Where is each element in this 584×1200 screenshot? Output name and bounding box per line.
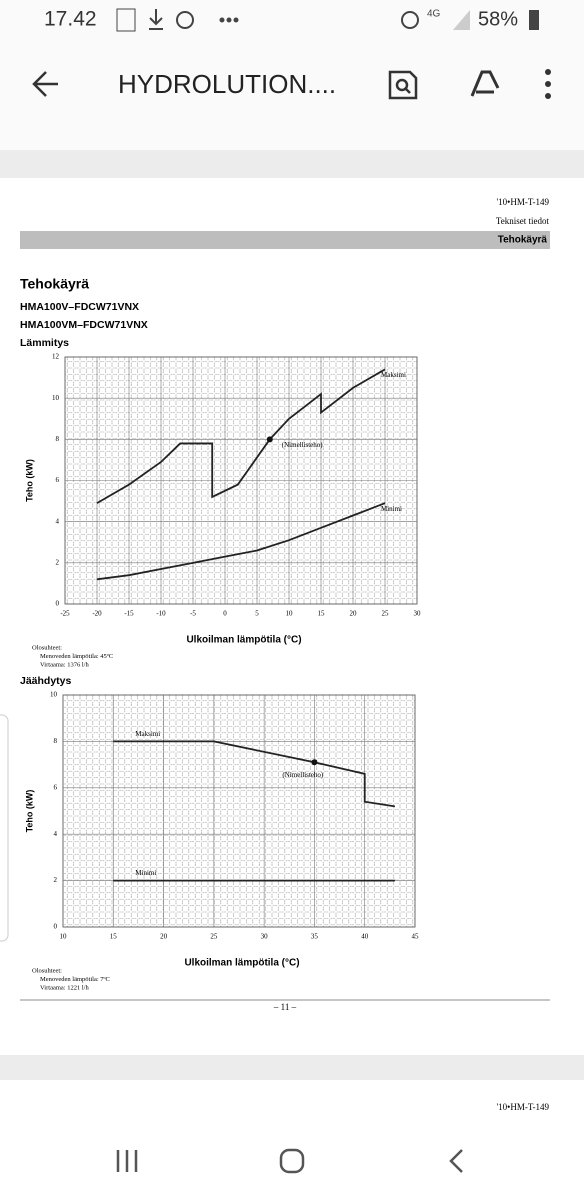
y-tick-label: 8	[56, 435, 60, 443]
model: HMA100V–FDCW71VNX	[20, 301, 139, 313]
series-label: Minimi	[135, 869, 156, 877]
x-tick-label: 25	[382, 610, 390, 618]
x-tick-label: 20	[350, 610, 358, 618]
side-handle[interactable]	[0, 714, 9, 942]
x-tick-label: -5	[190, 610, 196, 618]
heading: Tehokäyrä	[20, 276, 89, 292]
page-number: – 11 –	[273, 1002, 297, 1012]
section-band	[20, 231, 550, 249]
y-tick-label: 6	[56, 476, 60, 484]
app-header-bg	[0, 0, 584, 150]
document-title: HYDROLUTION....	[118, 69, 336, 99]
x-tick-label: -10	[156, 610, 166, 618]
clock: 17.42	[44, 8, 97, 31]
doc-code: '10•HM-T-149	[497, 1102, 550, 1112]
nominal-point	[266, 436, 273, 443]
note: Olosuhteet:	[32, 967, 62, 974]
nominal-point	[311, 759, 318, 766]
y-tick-label: 4	[54, 830, 58, 838]
x-tick-label: -20	[92, 610, 102, 618]
drive-add-button[interactable]	[470, 70, 500, 97]
more-button[interactable]	[545, 69, 551, 99]
note: Virtaama: 1221 l/h	[40, 984, 89, 991]
y-tick-label: 0	[56, 600, 60, 608]
battery-level: 58%	[478, 8, 518, 30]
y-tick-label: 8	[54, 737, 58, 745]
note: Virtaama: 1376 l/h	[40, 661, 89, 668]
x-tick-label: -25	[60, 610, 70, 618]
series-line	[96, 502, 386, 581]
nominal-label: (Nimellisteho)	[282, 441, 323, 449]
x-tick-label: 45	[412, 933, 420, 941]
network-type: 4G	[427, 9, 441, 20]
y-axis-label: Teho (kW)	[24, 459, 34, 502]
note: Menoveden lämpötila: 45ºC	[40, 653, 113, 660]
back-button[interactable]	[32, 71, 58, 97]
y-tick-label: 0	[54, 923, 58, 931]
plot-area	[62, 694, 416, 928]
x-axis-label: Ulkoilman lämpötila (°C)	[184, 958, 299, 969]
y-tick-label: 6	[54, 783, 58, 791]
x-tick-label: 15	[110, 933, 118, 941]
series-line	[113, 740, 396, 808]
chart-title: Lämmitys	[20, 337, 69, 349]
x-tick-label: 35	[311, 933, 319, 941]
section-label: Tekniset tiedot	[496, 216, 550, 226]
series-label: Minimi	[381, 505, 402, 513]
pdf-page-next	[0, 1080, 584, 1200]
x-tick-label: 15	[318, 610, 326, 618]
nominal-label: (Nimellisteho)	[282, 771, 323, 779]
doc-code: '10•HM-T-149	[497, 197, 550, 207]
y-tick-label: 2	[54, 876, 58, 884]
series-label: Maksimi	[135, 730, 160, 738]
x-tick-label: 25	[210, 933, 218, 941]
status-icons	[116, 8, 539, 32]
note: Menoveden lämpötila: 7ºC	[40, 976, 110, 983]
nav-home[interactable]	[279, 1148, 305, 1174]
y-axis-label: Teho (kW)	[24, 790, 34, 833]
model: HMA100VM–FDCW71VNX	[20, 319, 148, 331]
nav-recent[interactable]	[116, 1150, 138, 1172]
y-tick-label: 2	[56, 558, 60, 566]
band-title: Tehokäyrä	[498, 235, 548, 246]
y-tick-label: 10	[52, 394, 60, 402]
y-tick-label: 10	[50, 691, 58, 699]
x-tick-label: 40	[361, 933, 369, 941]
series-label: Maksimi	[381, 371, 406, 379]
search-doc-button[interactable]	[388, 70, 418, 100]
y-tick-label: 12	[52, 353, 60, 361]
x-tick-label: 10	[286, 610, 294, 618]
note: Olosuhteet:	[32, 644, 62, 651]
x-tick-label: 0	[223, 610, 227, 618]
y-tick-label: 4	[56, 517, 60, 525]
x-tick-label: -15	[124, 610, 134, 618]
x-axis-label: Ulkoilman lämpötila (°C)	[186, 635, 301, 646]
x-tick-label: 30	[261, 933, 269, 941]
chart-title: Jäähdytys	[20, 675, 72, 687]
x-tick-label: 5	[255, 610, 259, 618]
x-tick-label: 20	[160, 933, 168, 941]
series-line	[96, 368, 386, 504]
x-tick-label: 30	[414, 610, 422, 618]
nav-back[interactable]	[449, 1149, 463, 1173]
x-tick-label: 10	[60, 933, 68, 941]
